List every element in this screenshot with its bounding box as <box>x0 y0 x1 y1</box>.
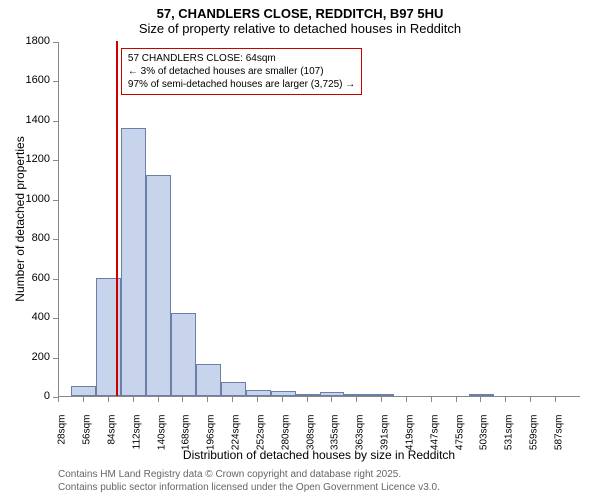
y-tick-label: 800 <box>0 232 50 244</box>
x-tick-mark <box>406 397 407 402</box>
y-tick-label: 0 <box>0 390 50 402</box>
x-tick-mark <box>331 397 332 402</box>
footer-line-1: Contains HM Land Registry data © Crown c… <box>58 468 440 481</box>
x-tick-label: 587sqm <box>554 415 565 455</box>
y-tick-label: 200 <box>0 351 50 363</box>
y-tick-label: 600 <box>0 272 50 284</box>
x-tick-label: 56sqm <box>81 415 92 455</box>
info-box: 57 CHANDLERS CLOSE: 64sqm ← 3% of detach… <box>121 48 362 95</box>
x-tick-mark <box>83 397 84 402</box>
y-tick-mark <box>53 42 58 43</box>
histogram-bar <box>121 128 146 396</box>
x-tick-label: 419sqm <box>404 415 415 455</box>
y-tick-mark <box>53 200 58 201</box>
histogram-bar <box>196 364 221 396</box>
x-tick-label: 475sqm <box>454 415 465 455</box>
x-tick-mark <box>356 397 357 402</box>
y-tick-mark <box>53 358 58 359</box>
y-tick-label: 1600 <box>0 74 50 86</box>
histogram-bar <box>171 313 196 396</box>
x-tick-mark <box>133 397 134 402</box>
x-tick-label: 252sqm <box>256 415 267 455</box>
x-tick-label: 503sqm <box>479 415 490 455</box>
info-line-3: 97% of semi-detached houses are larger (… <box>128 78 355 91</box>
x-tick-label: 335sqm <box>330 415 341 455</box>
y-tick-mark <box>53 121 58 122</box>
histogram-bar <box>296 394 321 396</box>
x-tick-label: 308sqm <box>305 415 316 455</box>
histogram-bar <box>146 175 171 396</box>
y-tick-mark <box>53 81 58 82</box>
x-tick-mark <box>480 397 481 402</box>
y-tick-label: 400 <box>0 311 50 323</box>
y-tick-mark <box>53 279 58 280</box>
histogram-bar <box>320 392 344 396</box>
x-tick-mark <box>381 397 382 402</box>
x-tick-mark <box>207 397 208 402</box>
x-tick-mark <box>158 397 159 402</box>
x-tick-label: 280sqm <box>281 415 292 455</box>
x-tick-label: 140sqm <box>156 415 167 455</box>
x-tick-label: 168sqm <box>181 415 192 455</box>
histogram-bar <box>271 391 296 396</box>
y-tick-mark <box>53 160 58 161</box>
y-tick-mark <box>53 318 58 319</box>
x-tick-label: 559sqm <box>529 415 540 455</box>
y-tick-label: 1200 <box>0 153 50 165</box>
y-tick-label: 1000 <box>0 193 50 205</box>
x-tick-label: 391sqm <box>379 415 390 455</box>
x-tick-mark <box>505 397 506 402</box>
y-tick-label: 1800 <box>0 35 50 47</box>
property-marker-line <box>116 41 118 396</box>
x-tick-label: 531sqm <box>504 415 515 455</box>
histogram-bar <box>469 394 494 396</box>
x-tick-label: 112sqm <box>131 415 142 455</box>
x-tick-mark <box>307 397 308 402</box>
chart-subtitle: Size of property relative to detached ho… <box>0 21 600 36</box>
x-tick-mark <box>555 397 556 402</box>
x-tick-mark <box>282 397 283 402</box>
y-tick-label: 1400 <box>0 114 50 126</box>
histogram-bar <box>246 390 271 396</box>
plot-area <box>58 42 580 397</box>
x-tick-mark <box>431 397 432 402</box>
x-tick-label: 28sqm <box>57 415 68 455</box>
chart-title: 57, CHANDLERS CLOSE, REDDITCH, B97 5HU <box>0 0 600 21</box>
x-tick-mark <box>232 397 233 402</box>
x-tick-mark <box>58 397 59 402</box>
footer-line-2: Contains public sector information licen… <box>58 481 440 494</box>
x-tick-label: 84sqm <box>106 415 117 455</box>
histogram-bar <box>369 394 394 396</box>
histogram-bar <box>344 394 369 396</box>
histogram-bar <box>71 386 96 396</box>
info-line-2: ← 3% of detached houses are smaller (107… <box>128 65 355 78</box>
x-tick-mark <box>530 397 531 402</box>
y-tick-mark <box>53 239 58 240</box>
x-tick-mark <box>108 397 109 402</box>
x-tick-label: 447sqm <box>429 415 440 455</box>
x-tick-label: 224sqm <box>231 415 242 455</box>
footer-attribution: Contains HM Land Registry data © Crown c… <box>58 468 440 494</box>
x-tick-mark <box>456 397 457 402</box>
info-line-1: 57 CHANDLERS CLOSE: 64sqm <box>128 52 355 65</box>
x-tick-mark <box>257 397 258 402</box>
histogram-bar <box>221 382 246 396</box>
x-tick-mark <box>182 397 183 402</box>
x-tick-label: 363sqm <box>354 415 365 455</box>
x-tick-label: 196sqm <box>206 415 217 455</box>
